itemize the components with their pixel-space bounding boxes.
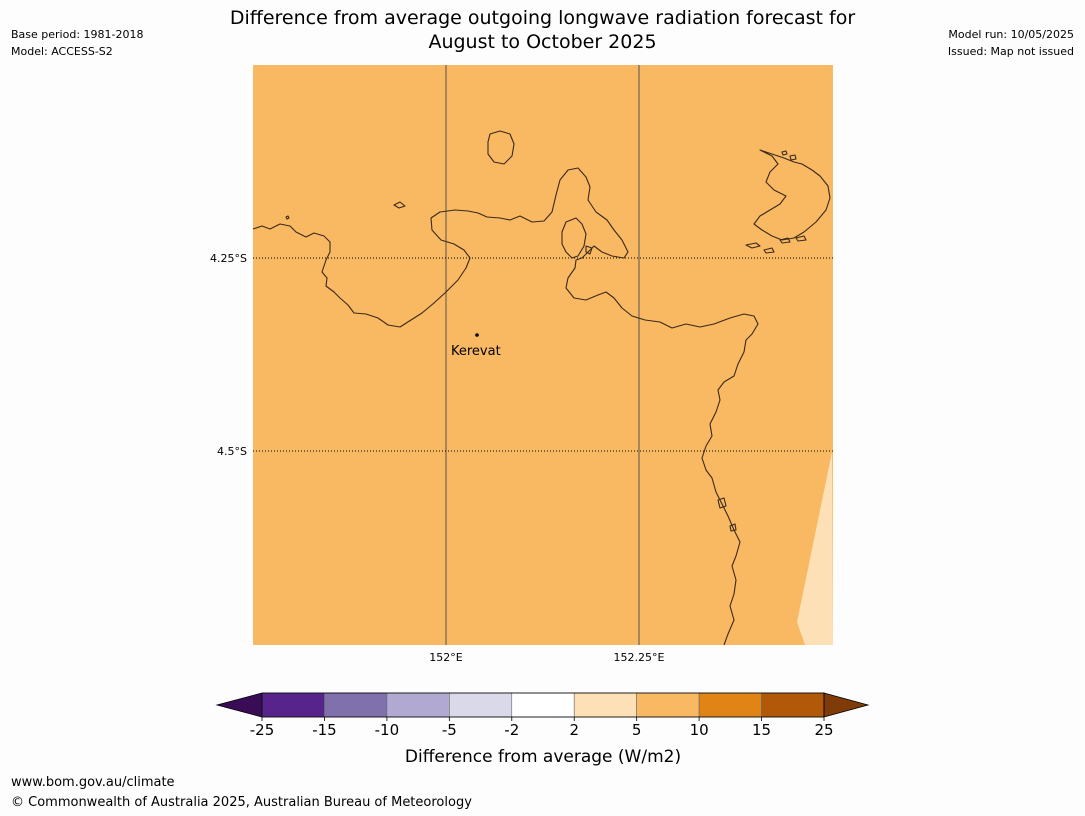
colorbar-tick-label-6: 5: [632, 721, 642, 739]
footer-url: www.bom.gov.au/climate: [11, 775, 175, 790]
colorbar-extend-max: [823, 692, 870, 718]
lighter-anomaly-region: [797, 452, 833, 645]
islet-ne-6: [789, 154, 797, 161]
colorbar-bin-0: [261, 692, 325, 718]
colorbar-tick-label-7: 10: [690, 721, 709, 739]
coastline-main: [252, 167, 759, 646]
lat-label-4-25s: 4.25°S: [210, 252, 247, 265]
islet-ne-2: [763, 247, 775, 254]
base-period: Base period: 1981-2018: [11, 28, 144, 41]
meta-right: Model run: 10/05/2025 Issued: Map not is…: [948, 26, 1074, 60]
issued-status: Issued: Map not issued: [947, 45, 1074, 58]
islet-west: [393, 201, 406, 209]
lon-label-152-25e: 152.25°E: [614, 651, 665, 664]
kerevat-marker: [475, 333, 479, 337]
map-background: [253, 65, 833, 645]
colorbar: -25 -15 -10 -5 -2 2 5 10 15 25: [215, 692, 870, 739]
title-line-2: August to October 2025: [428, 31, 657, 53]
colorbar-bin-4: [511, 692, 575, 718]
coastline-inner-bay: [561, 217, 587, 259]
colorbar-tick-label-5: 2: [569, 721, 579, 739]
colorbar-bin-1: [324, 692, 388, 718]
colorbar-tick-label-3: -5: [442, 721, 457, 739]
colorbar-bin-6: [636, 692, 700, 718]
lon-label-152e: 152°E: [429, 651, 462, 664]
colorbar-bin-8: [761, 692, 825, 718]
islet-ne-4: [795, 235, 807, 242]
coastlines: [252, 130, 831, 646]
footer-copyright: © Commonwealth of Australia 2025, Austra…: [11, 795, 472, 810]
islet-bay: [585, 245, 593, 255]
islet-east-coast: [717, 497, 727, 509]
islet-ne-5: [781, 150, 788, 156]
islet-dot: [285, 215, 290, 220]
lat-label-4-5s: 4.5°S: [217, 445, 247, 458]
graticule: [253, 65, 833, 645]
colorbar-tick-label-2: -10: [375, 721, 400, 739]
colorbar-tick-label-0: -25: [250, 721, 275, 739]
meta-left: Base period: 1981-2018 Model: ACCESS-S2: [11, 26, 143, 60]
colorbar-tick-label-1: -15: [312, 721, 337, 739]
colorbar-label: Difference from average (W/m2): [405, 747, 681, 767]
island-north: [487, 130, 515, 165]
colorbar-bin-2: [386, 692, 450, 718]
islet-east-coast-2: [729, 523, 737, 532]
colorbar-outline: [261, 692, 825, 718]
islet-ne-1: [745, 242, 761, 249]
island-northeast: [753, 149, 831, 241]
title-line-1: Difference from average outgoing longwav…: [229, 7, 856, 29]
colorbar-bin-7: [698, 692, 762, 718]
colorbar-bin-5: [573, 692, 637, 718]
colorbar-bin-3: [449, 692, 513, 718]
colorbar-tick-label-8: 15: [752, 721, 771, 739]
map-title: Difference from average outgoing longwav…: [0, 6, 1085, 54]
model-run: Model run: 10/05/2025: [948, 28, 1074, 41]
colorbar-tick-label-4: -2: [504, 721, 519, 739]
colorbar-tick-label-9: 25: [814, 721, 833, 739]
islet-ne-3: [779, 237, 791, 244]
colorbar-extend-min: [215, 692, 263, 718]
place-label-kerevat: Kerevat: [451, 344, 501, 359]
model-name: Model: ACCESS-S2: [11, 45, 113, 58]
